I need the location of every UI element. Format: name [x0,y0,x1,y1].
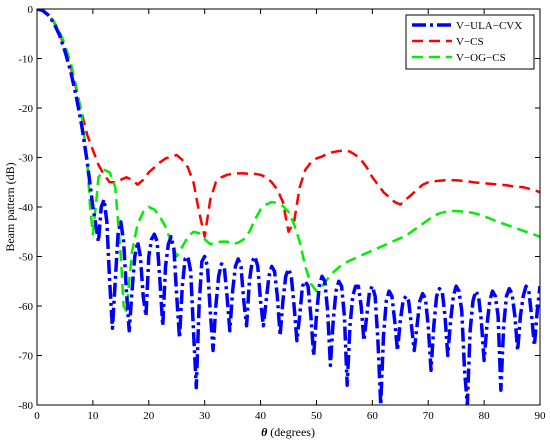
y-axis-label: Beam pattern (dB) [3,162,17,251]
legend-label-1: V−CS [456,36,484,48]
y-tick-label: -80 [18,400,33,412]
x-tick-label: 30 [199,410,211,422]
x-tick-label: 50 [311,410,323,422]
x-tick-label: 40 [255,410,267,422]
x-tick-label: 60 [367,410,379,422]
y-tick-label: -40 [18,202,33,214]
plot-area [37,9,540,405]
plot-frame [36,8,541,406]
x-tick-label: 10 [87,410,99,422]
x-tick-labels: 0 10 20 30 40 50 60 70 80 90 [34,410,546,422]
x-tick-label: 90 [535,410,547,422]
x-axis-label: θ (degrees) [261,425,315,439]
series-line-1 [37,9,540,238]
series-line-2 [37,9,540,313]
y-tick-label: -20 [18,103,33,115]
y-tick-label: -10 [18,54,33,66]
x-tick-label: 70 [423,410,435,422]
x-axis-label-rest: (degrees) [267,425,315,439]
y-tick-label: 0 [28,4,34,16]
series-layer [37,9,540,405]
x-axis-label-symbol: θ [261,425,268,439]
legend-box [405,14,535,70]
y-tick-labels: 0 -10 -20 -30 -40 -50 -60 -70 -80 [18,4,33,412]
x-tick-label: 80 [479,410,491,422]
y-tick-label: -60 [18,301,33,313]
series-line-0 [37,9,540,405]
x-tick-label: 0 [34,410,40,422]
x-tick-label: 20 [143,410,155,422]
legend: V−ULA−CVX V−CS V−OG−CS [405,14,535,70]
legend-label-2: V−OG−CS [456,52,506,64]
y-tick-label: -30 [18,153,33,165]
y-tick-label: -70 [18,351,33,363]
legend-label-0: V−ULA−CVX [456,20,522,32]
y-tick-label: -50 [18,252,33,264]
